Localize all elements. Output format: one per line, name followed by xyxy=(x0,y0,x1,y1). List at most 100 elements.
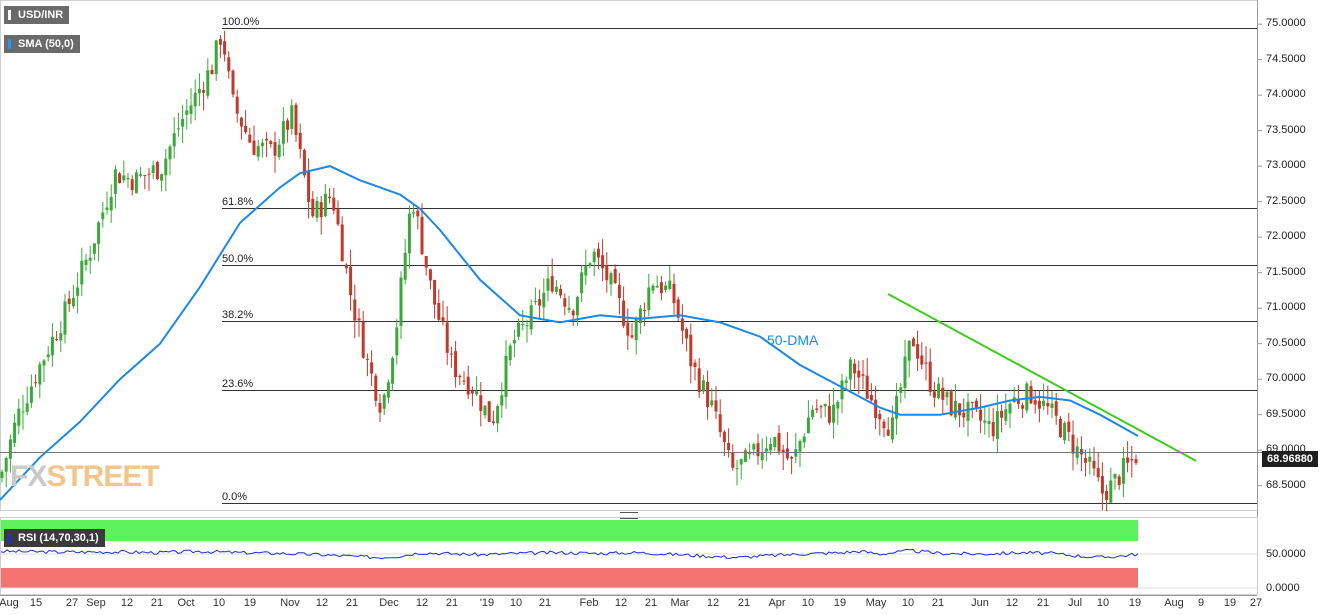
panel-splitter-handle[interactable] xyxy=(620,512,638,519)
candles-group xyxy=(0,30,1138,512)
candle-body xyxy=(1021,405,1025,409)
rsi-overbought-zone xyxy=(1,520,1138,541)
candle-body xyxy=(1092,460,1096,469)
candle-body xyxy=(945,392,949,398)
candle-body xyxy=(508,345,512,361)
time-tick-22: 12 xyxy=(706,597,720,609)
candle-body xyxy=(1029,386,1033,404)
time-tick-9: Nov xyxy=(280,597,300,609)
candle-body xyxy=(395,327,399,356)
candle-body xyxy=(886,429,890,436)
candle-body xyxy=(659,282,663,294)
candle-body xyxy=(521,324,525,326)
time-tick-2: 27 xyxy=(65,597,79,609)
candle-body xyxy=(806,417,810,434)
time-tick-19: 12 xyxy=(614,597,628,609)
time-tick-15: '19 xyxy=(479,597,495,609)
fib-label-4: 23.6% xyxy=(222,377,254,390)
price-tick-13: 68.5000 xyxy=(1266,478,1306,491)
fxstreet-watermark: FXSTREET xyxy=(10,460,160,493)
time-tick-14: 21 xyxy=(445,597,459,609)
candle-body xyxy=(1067,421,1071,432)
candle-body xyxy=(88,257,92,261)
candle-body xyxy=(172,133,176,147)
sma-tag[interactable]: SMA (50,0) xyxy=(4,35,80,53)
candle-body xyxy=(168,146,172,160)
time-tick-8: 19 xyxy=(243,597,257,609)
candle-body xyxy=(424,255,428,268)
time-tick-29: 21 xyxy=(931,597,945,609)
candle-body xyxy=(974,400,978,408)
candle-body xyxy=(13,422,17,444)
candle-body xyxy=(118,173,122,184)
rsi-tag[interactable]: RSI (14,70,30,1) xyxy=(4,529,105,547)
candle-body xyxy=(554,286,558,292)
candle-body xyxy=(848,359,852,380)
price-tick-11: 69.5000 xyxy=(1266,407,1306,420)
time-tick-13: 12 xyxy=(415,597,429,609)
candle-body xyxy=(252,140,256,155)
candle-body xyxy=(559,288,563,296)
candle-body xyxy=(668,280,672,290)
time-tick-30: Jun xyxy=(971,597,989,609)
candle-body xyxy=(958,403,962,416)
candle-body xyxy=(214,40,218,75)
candle-body xyxy=(865,375,869,399)
candle-body xyxy=(1058,419,1062,438)
candle-body xyxy=(290,105,294,129)
candle-body xyxy=(1004,409,1008,421)
candle-body xyxy=(0,471,4,479)
candle-body xyxy=(80,260,84,285)
time-tick-0: Aug xyxy=(0,597,19,609)
candle-body xyxy=(785,448,789,459)
candle-body xyxy=(878,413,882,420)
fib-label-2: 50.0% xyxy=(222,252,254,265)
candle-body xyxy=(1042,400,1046,406)
candle-body xyxy=(25,403,29,412)
candle-body xyxy=(269,141,273,144)
candle-body xyxy=(412,212,416,214)
time-tick-39: 27 xyxy=(1249,597,1263,609)
symbol-tag[interactable]: USD/INR xyxy=(4,6,70,24)
time-tick-36: Aug xyxy=(1164,597,1184,609)
candle-body xyxy=(903,356,907,388)
candle-body xyxy=(164,158,168,176)
time-tick-24: Apr xyxy=(768,597,786,609)
candle-body xyxy=(496,406,500,424)
candle-body xyxy=(928,361,932,392)
candle-body xyxy=(706,381,710,408)
candle-body xyxy=(844,380,848,383)
candle-body xyxy=(441,317,445,322)
candle-body xyxy=(336,209,340,225)
time-tick-35: 19 xyxy=(1128,597,1142,609)
candle-body xyxy=(475,391,479,395)
candle-body xyxy=(836,402,840,409)
candle-body xyxy=(1121,458,1125,484)
fib-label-5: 0.0% xyxy=(222,490,248,503)
candle-body xyxy=(84,259,88,265)
candle-body xyxy=(605,265,609,281)
candle-body xyxy=(752,444,756,450)
time-tick-26: 19 xyxy=(833,597,847,609)
resistance-trendline xyxy=(887,293,1197,462)
candle-body xyxy=(1096,468,1100,478)
candle-body xyxy=(206,70,210,96)
candle-body xyxy=(294,104,298,135)
candle-body xyxy=(307,171,311,202)
rsi-line xyxy=(0,548,1139,560)
candle-body xyxy=(613,269,617,283)
time-tick-12: Dec xyxy=(379,597,399,609)
candle-body xyxy=(349,266,353,296)
candle-body xyxy=(21,411,25,413)
time-tick-3: Sep xyxy=(86,597,106,609)
candle-body xyxy=(500,395,504,406)
candle-body xyxy=(512,340,516,344)
price-tick-4: 73.0000 xyxy=(1266,159,1306,172)
candle-body xyxy=(714,400,718,412)
sma-50-line xyxy=(0,165,1139,501)
candle-body xyxy=(596,248,600,258)
candle-body xyxy=(323,193,327,217)
candle-body xyxy=(59,333,63,341)
candle-body xyxy=(42,360,46,366)
